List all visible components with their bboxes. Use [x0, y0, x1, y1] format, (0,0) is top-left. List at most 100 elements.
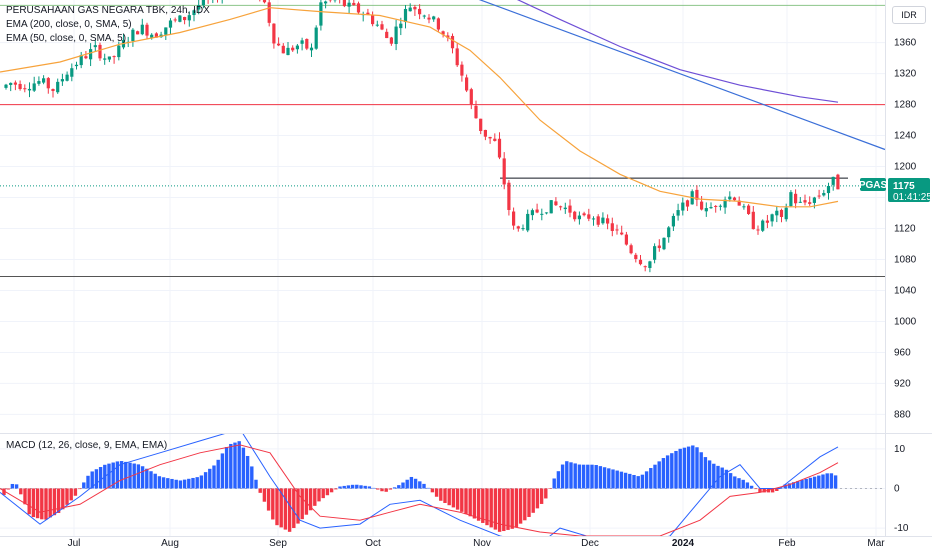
- macd-histogram-bar: [641, 475, 644, 489]
- macd-histogram-bar: [637, 476, 640, 488]
- macd-histogram-bar: [561, 465, 564, 489]
- candle-body: [28, 89, 31, 90]
- macd-histogram-bar: [376, 488, 379, 489]
- macd-histogram-bar: [422, 484, 425, 489]
- candle-body: [526, 214, 529, 230]
- macd-histogram-bar: [674, 451, 677, 489]
- chart-title[interactable]: PERUSAHAAN GAS NEGARA TBK, 24h, IDX: [6, 4, 210, 18]
- time-tick-label: Feb: [778, 538, 796, 549]
- macd-histogram-bar: [599, 466, 602, 488]
- macd-histogram-bar: [275, 488, 278, 525]
- macd-histogram-bar: [32, 488, 35, 517]
- price-badge-countdown: 01:41:25: [893, 192, 932, 203]
- trendline: [470, 0, 885, 149]
- macd-histogram-bar: [179, 480, 182, 488]
- candle-body: [615, 229, 618, 230]
- macd-histogram-bar: [397, 485, 400, 488]
- macd-histogram-bar: [540, 488, 543, 503]
- macd-histogram-bar: [364, 486, 367, 489]
- indicator-macd[interactable]: MACD (12, 26, close, 9, EMA, EMA): [6, 439, 167, 453]
- price-badge-value: 1175: [893, 181, 915, 192]
- macd-histogram-bar: [137, 464, 140, 488]
- macd-histogram-bar: [401, 483, 404, 489]
- price-tick-label: 1200: [894, 162, 917, 173]
- macd-histogram-bar: [431, 488, 434, 492]
- macd-histogram-bar: [523, 488, 526, 520]
- candle-body: [296, 46, 299, 50]
- candle-body: [799, 202, 802, 203]
- candle-body: [399, 24, 402, 28]
- candle-body: [521, 228, 524, 229]
- macd-histogram-bar: [301, 488, 304, 519]
- candle-body: [103, 58, 106, 59]
- macd-histogram-bar: [574, 463, 577, 488]
- macd-histogram-bar: [175, 480, 178, 489]
- macd-histogram-bar: [687, 447, 690, 489]
- candle-body: [752, 212, 755, 229]
- macd-histogram-bar: [250, 466, 253, 488]
- candle-body: [634, 255, 637, 259]
- candle-body: [484, 130, 487, 137]
- macd-histogram-bar: [212, 465, 215, 488]
- macd-tick-label: 10: [894, 444, 906, 455]
- macd-histogram-bar: [616, 471, 619, 489]
- macd-histogram-bar: [595, 465, 598, 488]
- indicator-ema200[interactable]: EMA (200, close, 0, SMA, 5): [6, 18, 210, 32]
- macd-histogram-bar: [187, 479, 190, 489]
- macd-histogram-bar: [351, 485, 354, 489]
- macd-histogram-bar: [242, 448, 245, 489]
- candle-body: [42, 78, 45, 82]
- macd-histogram-bar: [754, 488, 757, 489]
- macd-histogram-bar: [149, 471, 152, 488]
- macd-histogram-bar: [313, 488, 316, 505]
- macd-histogram-bar: [86, 476, 89, 489]
- macd-histogram-bar: [527, 488, 530, 517]
- candle-body: [517, 226, 520, 228]
- candle-body: [413, 7, 416, 9]
- candle-body: [822, 193, 825, 195]
- macd-histogram-bar: [317, 488, 320, 501]
- candle-body: [390, 37, 393, 43]
- candle-body: [766, 221, 769, 223]
- candle-body: [568, 206, 571, 213]
- candle-body: [61, 79, 64, 81]
- macd-histogram-bar: [448, 488, 451, 505]
- macd-histogram-bar: [515, 488, 518, 527]
- macd-histogram-bar: [628, 474, 631, 489]
- macd-histogram-bar: [95, 469, 98, 488]
- macd-histogram-bar: [166, 478, 169, 488]
- macd-histogram-bar: [649, 468, 652, 488]
- candle-body: [286, 48, 289, 55]
- candle-body: [630, 245, 633, 253]
- currency-button[interactable]: IDR: [892, 6, 926, 24]
- price-axis[interactable]: 8809209601000104010801120116012001240128…: [894, 38, 917, 421]
- macd-histogram-bar: [238, 441, 241, 488]
- macd-histogram-bar: [805, 479, 808, 489]
- macd-histogram-bar: [40, 488, 43, 519]
- indicator-ema50[interactable]: EMA (50, close, 0, SMA, 5): [6, 32, 210, 46]
- candle-body: [319, 2, 322, 25]
- candle-body: [33, 83, 36, 90]
- candle-body: [606, 218, 609, 223]
- candle-body: [84, 56, 87, 58]
- price-tick-label: 1320: [894, 69, 917, 80]
- candle-body: [507, 183, 510, 210]
- candle-body: [23, 88, 26, 89]
- price-tick-label: 1280: [894, 100, 917, 111]
- candle-body: [376, 25, 379, 26]
- candle-body: [681, 203, 684, 211]
- candle-body: [587, 214, 590, 218]
- candle-body: [644, 266, 647, 267]
- macd-histogram-bar: [15, 484, 18, 488]
- time-tick-label: Dec: [581, 538, 599, 549]
- macd-histogram-bar: [834, 475, 837, 488]
- candle-body: [423, 16, 426, 17]
- macd-histogram-bar: [557, 471, 560, 488]
- macd-histogram-bar: [107, 464, 110, 489]
- candle-body: [277, 44, 280, 46]
- macd-histogram-bar: [565, 461, 568, 488]
- candle-body: [803, 200, 806, 202]
